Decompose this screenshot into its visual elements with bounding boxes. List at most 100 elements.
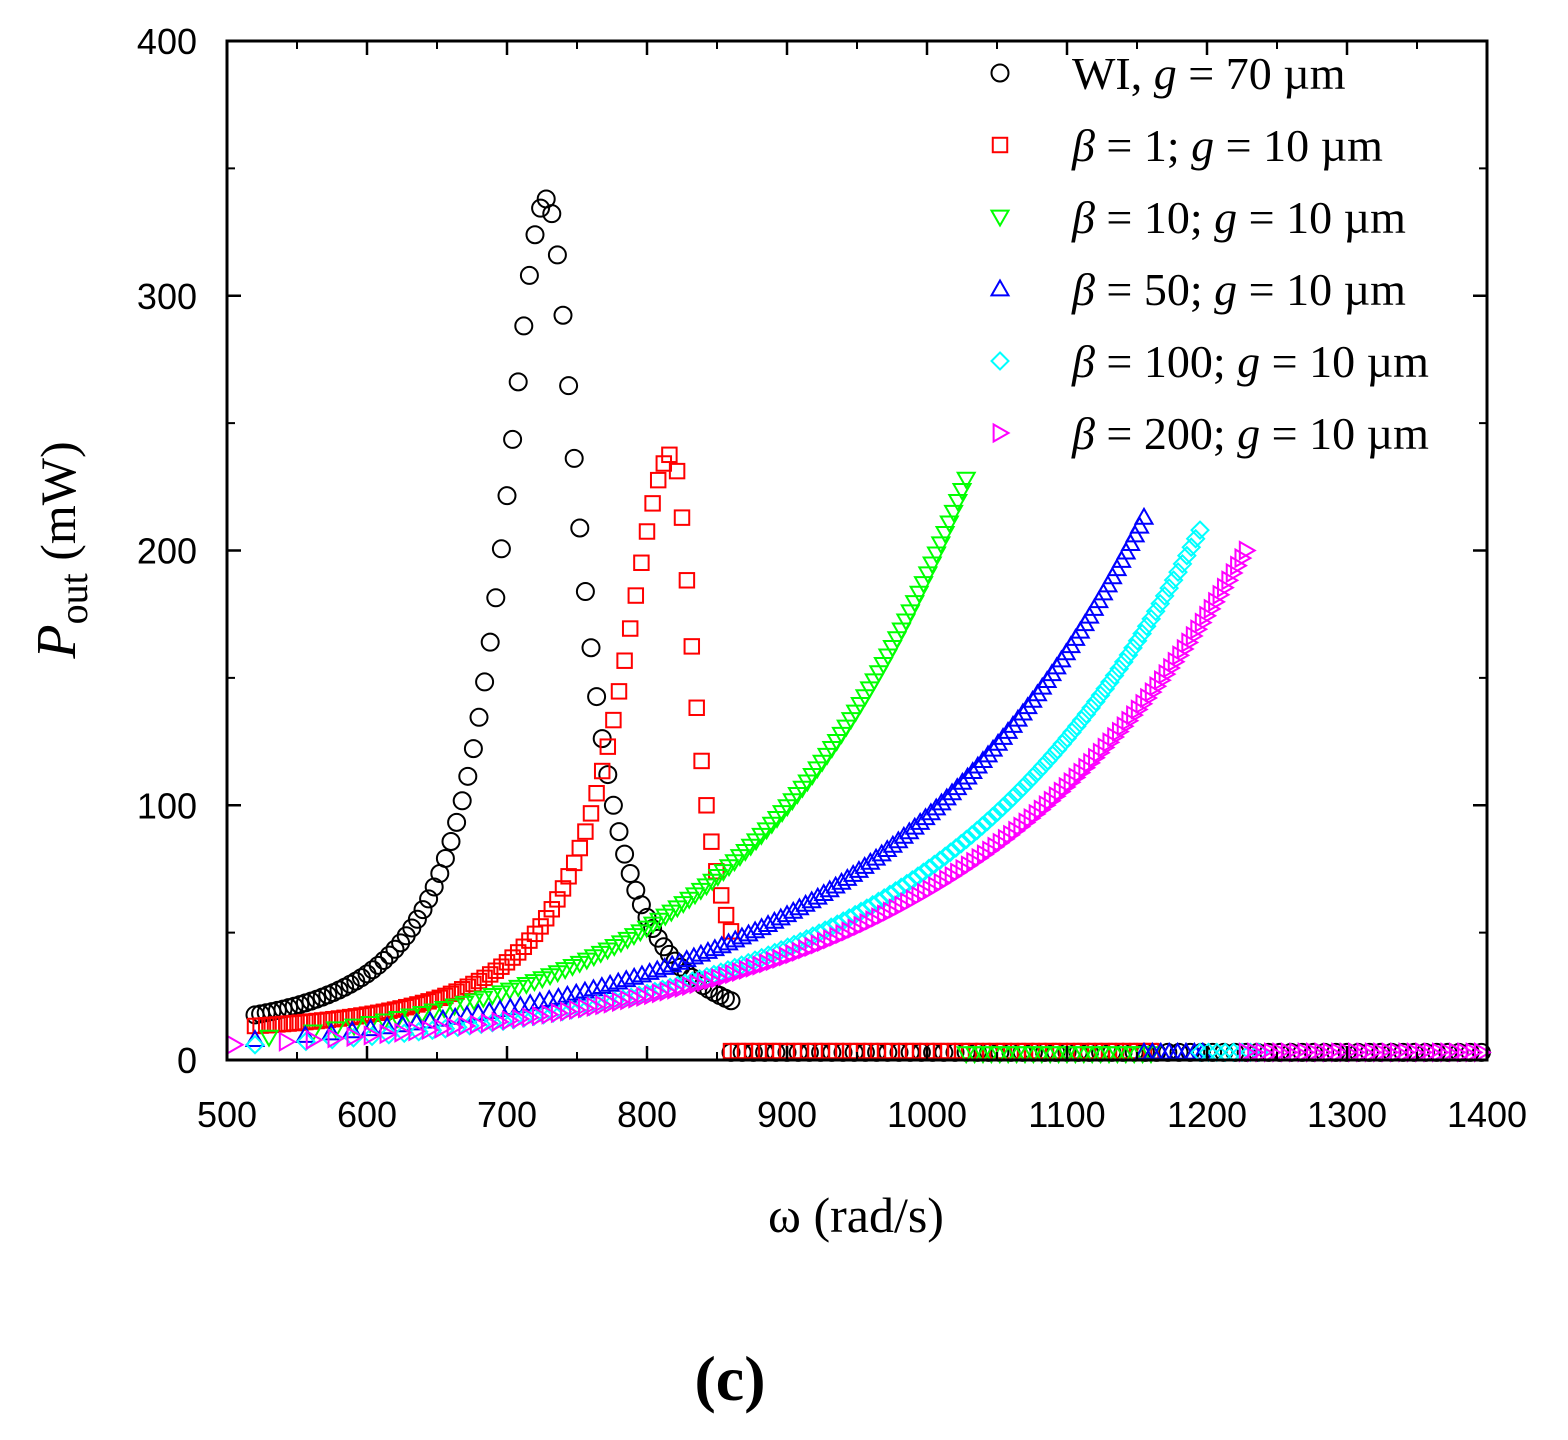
data-point [435, 848, 455, 868]
data-point [413, 900, 433, 920]
data-point [673, 509, 691, 526]
data-point [997, 720, 1019, 739]
data-point [423, 1003, 444, 1022]
data-point [1063, 772, 1082, 793]
data-point [683, 946, 705, 965]
data-point [924, 854, 945, 875]
data-point [593, 762, 611, 780]
data-point [1120, 533, 1141, 551]
data-point [1144, 681, 1163, 703]
data-point [1116, 716, 1135, 737]
data-point [305, 1029, 324, 1051]
series-2 [258, 471, 1162, 1065]
data-point [407, 909, 427, 929]
x-tick-label: 1100 [1028, 1094, 1105, 1135]
data-point [1008, 782, 1028, 803]
data-point [1053, 781, 1072, 802]
data-point [1032, 756, 1053, 777]
data-point [1141, 608, 1162, 629]
data-point [1099, 672, 1120, 693]
data-point [717, 906, 735, 924]
data-point [491, 1011, 510, 1032]
legend-marker-5 [992, 422, 1011, 444]
data-point [1216, 577, 1235, 598]
data-point [1159, 578, 1180, 598]
data-point [1058, 776, 1077, 798]
data-point [615, 844, 635, 864]
data-point [571, 839, 589, 857]
data-point [503, 429, 523, 449]
data-point [569, 999, 587, 1021]
data-point [475, 672, 495, 692]
series-3 [244, 506, 1214, 1060]
data-point [712, 887, 730, 904]
data-point [325, 1021, 346, 1040]
data-point [962, 761, 983, 780]
y-axis-title-sub: out [51, 573, 96, 624]
data-point [425, 991, 443, 1008]
data-point [1111, 721, 1130, 742]
legend-marker-4 [990, 351, 1010, 371]
data-point [1023, 766, 1043, 787]
data-point [1163, 570, 1184, 591]
data-point [1203, 598, 1222, 620]
data-point [574, 980, 596, 999]
data-point [516, 977, 537, 995]
data-point [1154, 585, 1175, 606]
data-point [1208, 591, 1227, 613]
data-point [591, 976, 613, 995]
data-point [504, 949, 521, 966]
data-point [581, 638, 601, 658]
data-point [941, 782, 963, 801]
data-point [577, 998, 596, 1019]
data-point [577, 823, 594, 840]
data-point [1194, 612, 1213, 633]
data-point [437, 987, 454, 1005]
data-point [865, 847, 887, 866]
data-point [957, 766, 978, 785]
y-axis-title-main: P [26, 624, 88, 659]
data-point [904, 595, 925, 613]
data-point [935, 846, 956, 867]
data-point [1023, 808, 1042, 829]
data-point [1073, 762, 1092, 783]
data-point [1176, 545, 1197, 566]
data-point [588, 785, 605, 802]
data-point [939, 515, 960, 534]
data-point [1013, 777, 1033, 798]
data-point [1150, 593, 1171, 614]
data-point [458, 766, 478, 786]
data-point [549, 891, 566, 908]
data-point [565, 854, 583, 872]
data-point [661, 954, 683, 973]
data-point [531, 198, 551, 218]
data-point [392, 1014, 413, 1033]
data-point [1126, 704, 1145, 726]
data-point [603, 795, 623, 815]
y-axis-title: Pout (mW) [26, 441, 96, 659]
data-point [992, 726, 1014, 745]
data-point [605, 711, 622, 729]
data-point [508, 372, 528, 392]
data-point [547, 245, 567, 265]
data-point [920, 802, 942, 821]
data-point [469, 707, 489, 727]
axes: 500 600 700 800 900 1000 1100 1200 1300 1400 0 100 2… [137, 21, 1527, 1135]
data-point [899, 821, 920, 840]
data-point [1048, 785, 1067, 807]
data-point [482, 988, 503, 1006]
x-tick-label: 1200 [1167, 1094, 1247, 1135]
data-point [649, 471, 667, 489]
x-axis-title: ω (rad/s) [768, 1187, 944, 1243]
data-point [956, 829, 977, 850]
data-point [647, 959, 668, 978]
data-point [1071, 710, 1092, 731]
data-point [698, 797, 715, 814]
data-point [1018, 812, 1037, 833]
data-point [1033, 799, 1052, 820]
data-point [295, 1024, 316, 1043]
data-point [1068, 767, 1087, 788]
data-point [359, 1015, 381, 1034]
data-point [537, 910, 555, 927]
data-point [1109, 658, 1130, 679]
